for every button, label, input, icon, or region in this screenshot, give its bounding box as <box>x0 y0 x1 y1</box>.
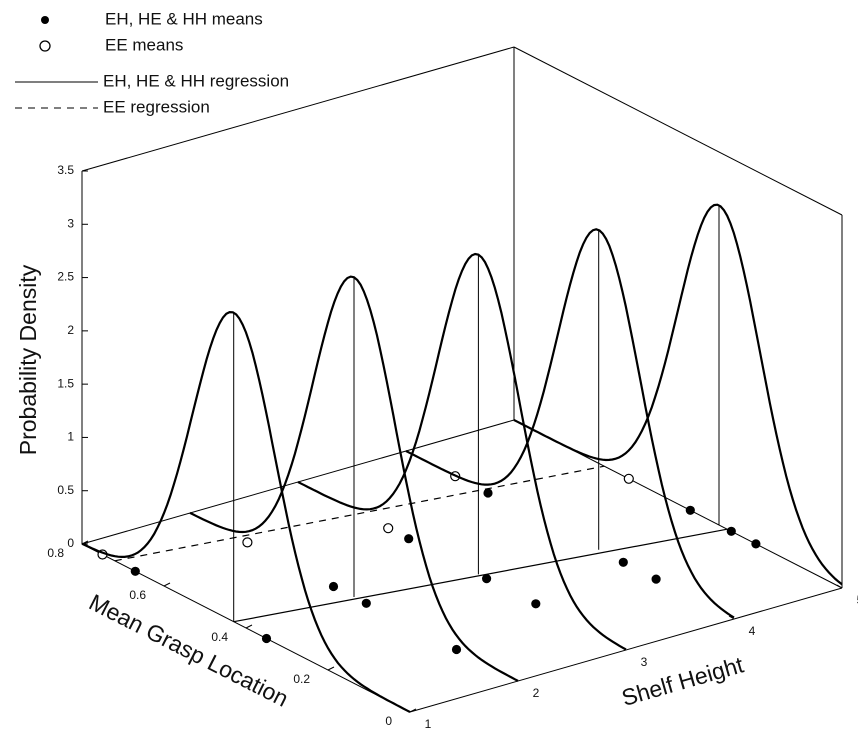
filled-point <box>751 539 761 549</box>
filled-point <box>618 557 628 567</box>
z-tick-label: 1 <box>67 430 74 444</box>
y-tick <box>245 624 253 629</box>
z-tick-label: 3 <box>67 216 74 230</box>
filled-point <box>404 534 414 544</box>
legend-label: EE regression <box>103 97 210 116</box>
density-curve <box>297 252 627 651</box>
filled-point <box>726 526 736 536</box>
x-tick-label: 5 <box>857 593 858 607</box>
regression-line <box>114 465 605 562</box>
z-tick-label: 1.5 <box>57 376 74 390</box>
filled-point <box>130 566 140 576</box>
z-axis-title: Probability Density <box>15 264 41 455</box>
filled-point <box>483 488 493 498</box>
z-tick-label: 3.5 <box>57 163 74 177</box>
box-edge <box>81 46 515 172</box>
filled-point <box>651 574 661 584</box>
z-tick-label: 0 <box>67 536 74 550</box>
density-curve <box>513 203 843 586</box>
x-tick-label: 3 <box>641 655 648 669</box>
filled-point <box>361 598 371 608</box>
legend-marker <box>41 16 49 24</box>
filled-point <box>261 633 272 644</box>
x-tick-label: 4 <box>749 624 756 638</box>
y-tick-label: 0.2 <box>293 672 310 686</box>
x-axis-title: Shelf Height <box>619 651 747 711</box>
z-tick-label: 0.5 <box>57 483 74 497</box>
x-tick-label: 1 <box>425 717 432 731</box>
regression-line <box>233 528 728 623</box>
filled-point <box>531 599 541 609</box>
legend-marker <box>39 40 51 52</box>
y-axis-title: Mean Grasp Location <box>85 589 293 712</box>
filled-point <box>482 573 492 584</box>
y-tick-label: 0 <box>385 714 392 728</box>
legend-label: EH, HE & HH means <box>105 9 263 28</box>
density-curve <box>405 228 735 619</box>
open-point <box>623 473 634 484</box>
open-point <box>242 537 253 548</box>
filled-point <box>451 644 462 655</box>
y-tick-label: 0.8 <box>47 546 64 560</box>
x-tick <box>836 584 843 589</box>
z-tick-label: 2 <box>67 323 74 337</box>
legend-label: EH, HE & HH regression <box>103 71 289 90</box>
y-tick <box>163 582 171 587</box>
y-tick <box>409 708 417 713</box>
y-tick-label: 0.4 <box>211 630 228 644</box>
filled-point <box>328 581 339 592</box>
box-edge <box>513 46 843 216</box>
x-tick <box>728 615 735 620</box>
open-point <box>383 523 394 534</box>
density-curve <box>189 275 519 682</box>
z-tick-label: 2.5 <box>57 270 74 284</box>
legend: EH, HE & HH means EE means EH, HE & HH r… <box>15 9 289 116</box>
y-tick <box>327 666 335 671</box>
x-tick-label: 2 <box>533 686 540 700</box>
filled-point <box>685 505 695 515</box>
legend-label: EE means <box>105 35 183 54</box>
y-tick-label: 0.6 <box>129 588 146 602</box>
density-curve <box>81 310 411 713</box>
